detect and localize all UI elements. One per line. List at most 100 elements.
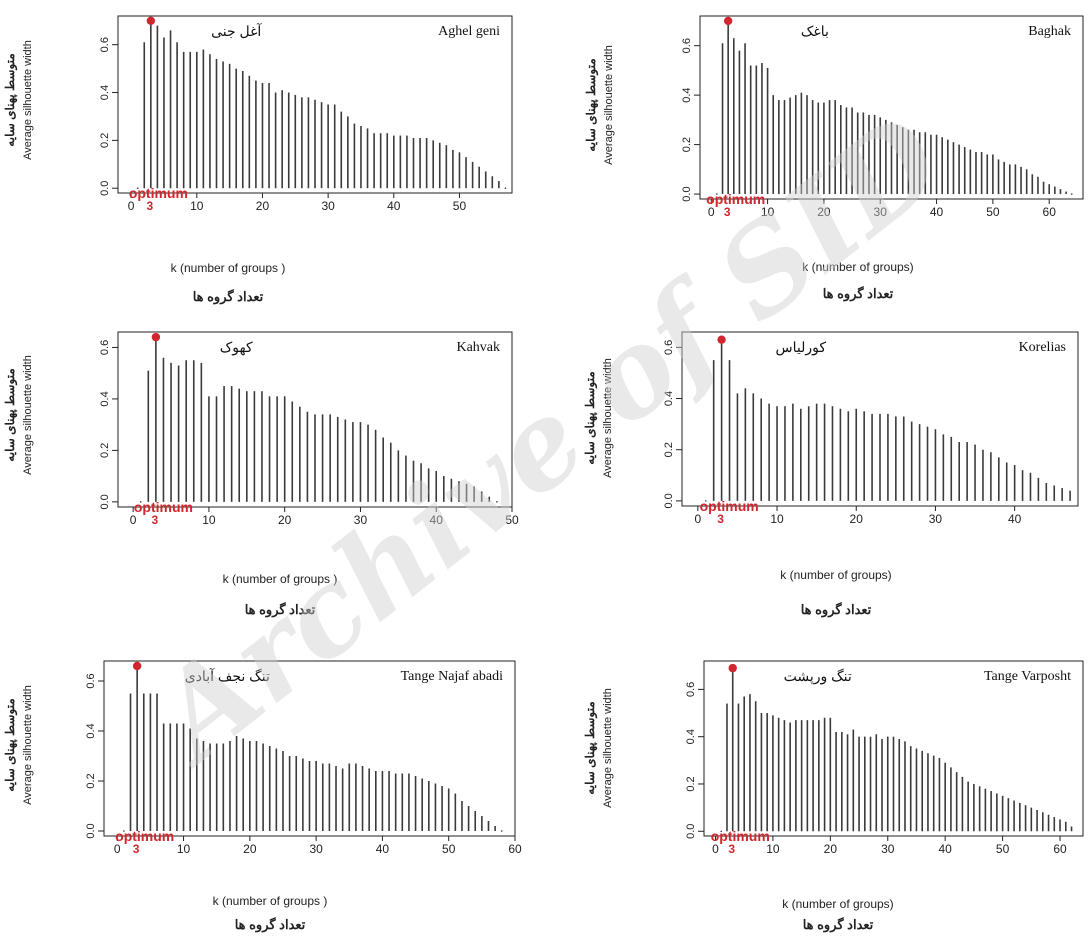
y-tick-label: 0.2	[685, 776, 697, 791]
x-axis-label-fa: تعداد گروه ها	[245, 601, 316, 618]
y-tick-label: 0.4	[685, 729, 697, 744]
panel-title-fa: کورلیاس	[776, 339, 827, 356]
x-tick-label: 0	[128, 199, 135, 213]
y-tick-label: 0.4	[99, 391, 111, 406]
silhouette-bar	[139, 501, 142, 503]
plot-frame	[117, 15, 513, 194]
x-axis-label: k (number of groups)	[780, 568, 891, 582]
x-tick-label: 0	[130, 513, 137, 527]
plot-frame	[103, 660, 516, 837]
y-tick-label: 0.6	[99, 37, 111, 52]
x-axis-label: k (number of groups )	[223, 572, 338, 586]
y-tick-label: 0.0	[99, 494, 111, 509]
optimum-label: optimum	[711, 828, 770, 844]
x-tick-label: 20	[850, 512, 864, 526]
panel-title: Baghak	[1028, 24, 1071, 39]
y-tick-label: 0.6	[85, 673, 97, 688]
y-axis-label-fa: متوسط پهنای سایه	[3, 368, 18, 461]
optimum-label: optimum	[134, 499, 193, 515]
x-tick-label: 40	[930, 205, 944, 219]
x-tick-label: 40	[430, 513, 444, 527]
optimum-marker	[717, 335, 726, 344]
optimum-k-label: 3	[728, 842, 735, 856]
panel-title-fa: کهوک	[220, 339, 253, 356]
x-axis-label: k (number of groups)	[782, 897, 893, 911]
x-tick-label: 50	[442, 842, 456, 856]
y-tick-label: 0.4	[681, 87, 693, 102]
x-axis-label: k (number of groups )	[171, 261, 286, 275]
optimum-k-label: 3	[717, 512, 724, 526]
y-tick-label: 0.0	[663, 493, 675, 508]
x-tick-label: 10	[190, 199, 204, 213]
x-tick-label: 0	[114, 842, 121, 856]
y-tick-label: 0.2	[681, 137, 693, 152]
y-axis-label-fa: متوسط پهنای سایه	[584, 58, 599, 151]
watermark: Archive of SID	[123, 89, 968, 792]
x-tick-label: 50	[453, 199, 467, 213]
x-tick-label: 10	[761, 205, 775, 219]
x-tick-label: 20	[256, 199, 270, 213]
silhouette-bar	[504, 187, 507, 190]
x-tick-label: 30	[309, 842, 323, 856]
y-tick-label: 0.4	[85, 723, 97, 738]
plot-frame	[703, 660, 1084, 837]
x-axis-label: k (number of groups )	[213, 894, 328, 908]
x-axis-label-fa: تعداد گروه ها	[193, 288, 264, 305]
x-tick-label: 60	[1043, 205, 1057, 219]
x-tick-label: 20	[824, 842, 838, 856]
silhouette-bar	[123, 830, 125, 832]
y-tick-label: 0.0	[99, 181, 111, 196]
y-axis-label-fa: متوسط پهنای سایه	[3, 698, 18, 791]
y-tick-label: 0.0	[85, 823, 97, 838]
optimum-marker	[132, 661, 142, 671]
x-tick-label: 40	[1008, 512, 1022, 526]
silhouette-bar	[496, 501, 498, 503]
x-axis-label-fa: تعداد گروه ها	[803, 916, 874, 933]
y-tick-label: 0.2	[663, 442, 675, 457]
y-axis-label-fa: متوسط پهنای سایه	[583, 701, 598, 794]
optimum-marker	[723, 16, 733, 26]
x-tick-label: 20	[278, 513, 292, 527]
x-tick-label: 10	[202, 513, 216, 527]
panel-title-fa: آغل جنی	[211, 22, 262, 39]
optimum-k-label: 3	[724, 205, 731, 219]
silhouette-bar	[704, 500, 707, 502]
x-tick-label: 50	[996, 842, 1010, 856]
y-axis-label: Average silhouette width	[603, 45, 615, 165]
optimum-label: optimum	[706, 191, 765, 207]
x-axis-label: k (number of groups)	[802, 260, 913, 274]
y-tick-label: 0.2	[99, 443, 111, 458]
x-tick-label: 40	[387, 199, 401, 213]
y-tick-label: 0.4	[99, 85, 111, 100]
y-axis-label-fa: متوسط پهنای سایه	[3, 53, 18, 146]
x-tick-label: 0	[712, 842, 719, 856]
y-tick-label: 0.6	[681, 38, 693, 53]
optimum-label: optimum	[129, 185, 188, 201]
x-tick-label: 50	[505, 513, 519, 527]
optimum-k-label: 3	[133, 842, 140, 856]
silhouette-bar	[136, 187, 139, 190]
plot-frame	[117, 331, 513, 508]
panel-title-fa: تنگ ورپشت	[784, 668, 852, 685]
x-tick-label: 10	[766, 842, 780, 856]
y-tick-label: 0.2	[85, 773, 97, 788]
x-tick-label: 30	[929, 512, 943, 526]
x-tick-label: 0	[694, 512, 701, 526]
y-axis-label: Average silhouette width	[602, 358, 614, 478]
x-tick-label: 20	[817, 205, 831, 219]
x-tick-label: 60	[508, 842, 522, 856]
y-tick-label: 0.6	[685, 682, 697, 697]
y-tick-label: 0.6	[99, 340, 111, 355]
optimum-marker	[146, 16, 156, 25]
optimum-marker	[728, 663, 737, 673]
optimum-label: optimum	[115, 828, 174, 844]
y-axis-label: Average silhouette width	[22, 685, 34, 805]
optimum-label: optimum	[700, 498, 759, 514]
x-axis-label-fa: تعداد گروه ها	[823, 285, 894, 302]
x-tick-label: 30	[881, 842, 895, 856]
panel-title: Tange Varposht	[984, 669, 1071, 684]
